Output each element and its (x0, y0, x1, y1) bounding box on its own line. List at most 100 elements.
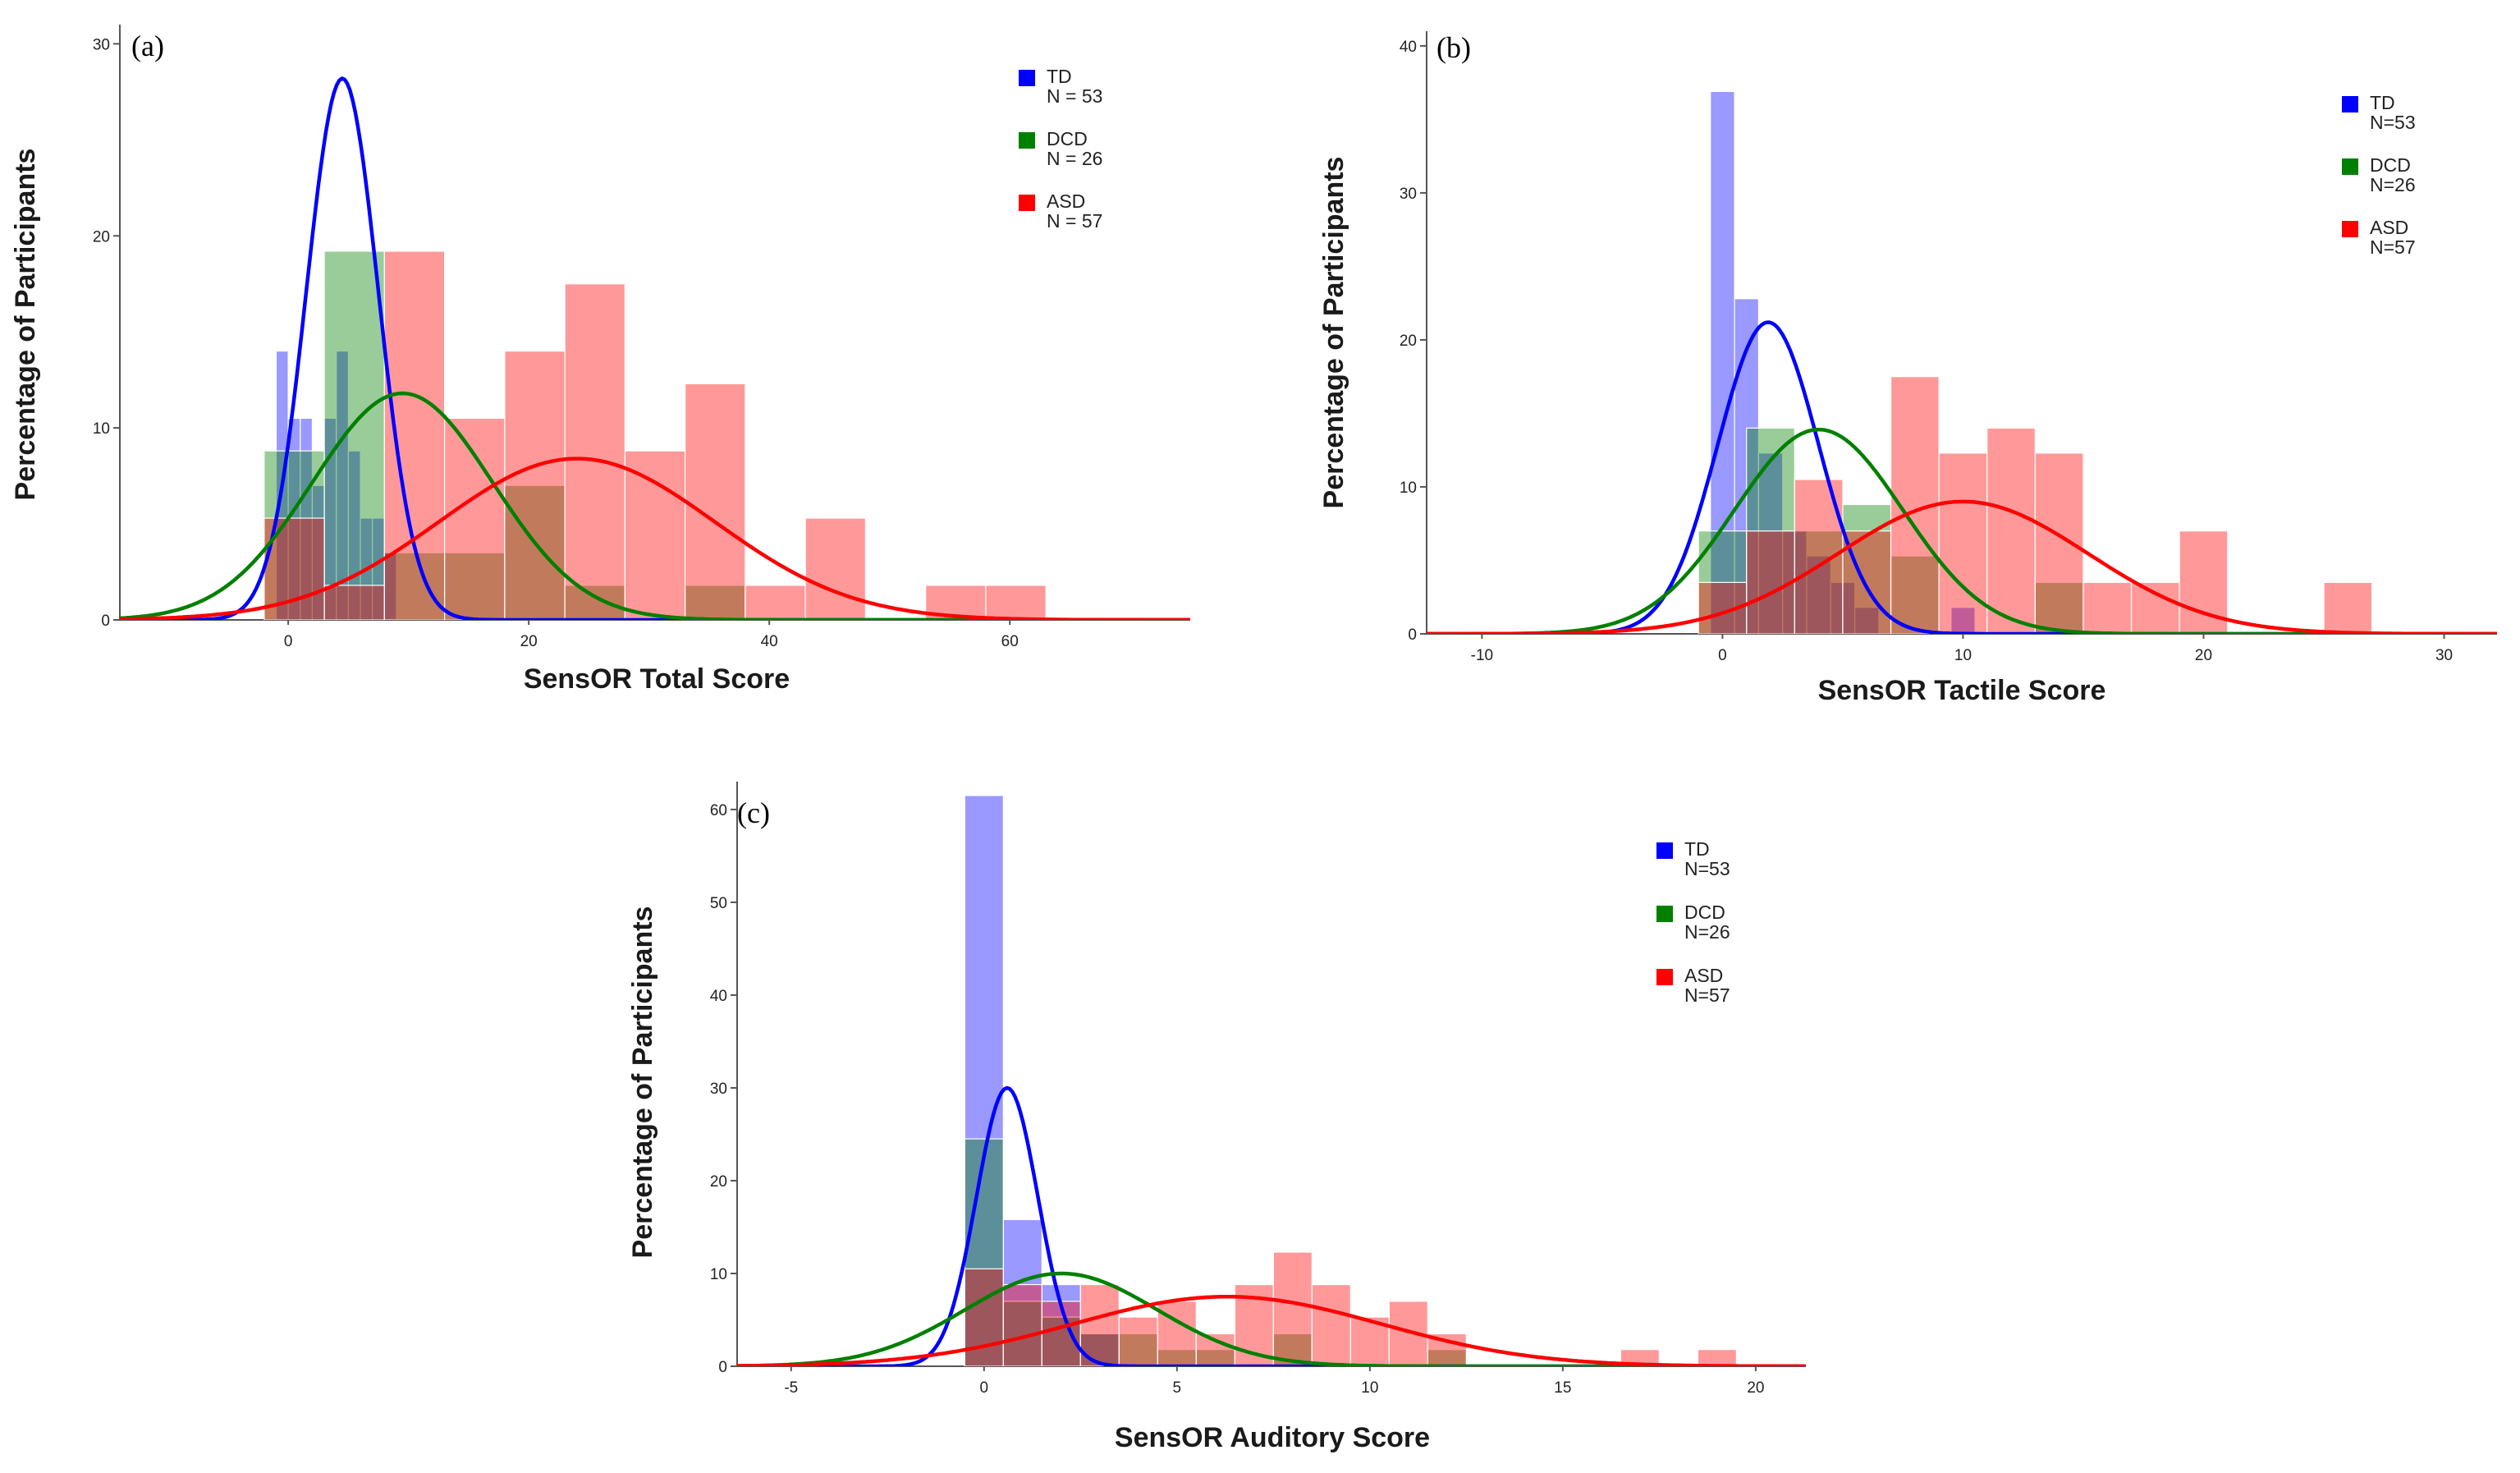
x-tick-label: 5 (1173, 1379, 1182, 1397)
chart-panel-a: 0 10 20 30 0 20 40 60 (a) SensOR Total Score Perce… (10, 25, 1190, 695)
y-tick-label: 20 (710, 1173, 727, 1191)
histogram-bar-td (1950, 607, 1976, 634)
normal-curve-dcd (120, 391, 1190, 620)
histogram-bar-asd (1697, 1349, 1737, 1366)
legend-n: N = 57 (1047, 210, 1102, 232)
histogram-bar-asd (504, 350, 566, 620)
x-tick-label: 20 (1747, 1379, 1764, 1397)
legend-swatch-td (1019, 70, 1035, 86)
histogram-bar-asd (383, 250, 446, 620)
histogram-bar-dcd (964, 1138, 1004, 1366)
x-tick-label: 60 (1001, 633, 1019, 650)
histogram-bar-asd (323, 585, 385, 620)
legend-swatch-asd (2342, 221, 2358, 237)
y-tick-label: 0 (101, 613, 110, 630)
histogram-bar-asd (964, 1268, 1004, 1366)
legend-swatch-dcd (1656, 906, 1673, 922)
legend-swatch-dcd (2342, 158, 2358, 175)
panel-label: (c) (737, 796, 770, 829)
panel-label: (a) (131, 30, 164, 62)
histogram-bar-asd (745, 585, 806, 620)
x-tick-label: 10 (1954, 647, 1972, 664)
histogram-bar-asd (564, 283, 625, 620)
y-tick-label: 10 (710, 1266, 727, 1283)
y-tick-label: 0 (1408, 626, 1417, 644)
histogram-bar-td (1854, 607, 1880, 634)
histogram-bar-asd (1272, 1251, 1313, 1366)
histogram-bar-dcd (2034, 581, 2084, 634)
normal-curve-td (120, 76, 1190, 620)
plot-area (1427, 90, 2497, 634)
legend-label: TD (2370, 92, 2395, 113)
y-tick-label: 30 (710, 1081, 727, 1098)
histogram-bar-asd (1079, 1283, 1120, 1366)
legend-n: N = 53 (1047, 85, 1102, 107)
legend-n: N=26 (2370, 174, 2416, 195)
x-axis-title: SensOR Total Score (524, 663, 790, 695)
legend-swatch-td (2342, 96, 2358, 112)
legend-item-td: TDN=53 (1656, 838, 1730, 879)
histogram-bar-td (1757, 452, 1784, 634)
histogram-bar-asd (2130, 581, 2180, 634)
histogram-bar-dcd (504, 484, 566, 620)
y-tick-label: 0 (718, 1359, 727, 1376)
legend-n: N=26 (1684, 921, 1730, 943)
legend-label: ASD (2370, 217, 2408, 238)
histogram-bar-asd (1311, 1283, 1351, 1366)
x-tick-label: 30 (2435, 647, 2453, 664)
normal-curve-asd (120, 457, 1190, 620)
legend-swatch-asd (1656, 969, 1673, 985)
x-tick-label: 0 (284, 633, 293, 650)
normal-curve-asd (1427, 499, 2497, 634)
legend-item-td: TDN=53 (2342, 92, 2416, 133)
legend-label: DCD (1684, 902, 1725, 923)
legend-n: N=57 (1684, 984, 1730, 1006)
histogram-bar-asd (2082, 581, 2133, 634)
y-tick-label: 10 (1400, 480, 1417, 497)
legend-item-td: TDN = 53 (1019, 66, 1102, 107)
histogram-bar-dcd (383, 552, 446, 620)
x-tick-label: -5 (784, 1379, 798, 1397)
normal-curve-td (737, 1085, 1806, 1366)
normal-curve-asd (737, 1294, 1806, 1366)
legend-label: DCD (1047, 128, 1088, 149)
histogram-bar-asd (1938, 452, 1988, 634)
y-tick-label: 30 (1400, 186, 1417, 203)
normal-curve-dcd (1427, 427, 2497, 634)
x-tick-label: 10 (1361, 1379, 1378, 1397)
legend-label: TD (1684, 838, 1710, 860)
legend-n: N=53 (1684, 858, 1730, 879)
x-tick-label: 15 (1554, 1379, 1571, 1397)
legend-label: ASD (1684, 965, 1723, 986)
histogram-bar-td (964, 795, 1004, 1366)
y-tick-label: 60 (710, 802, 727, 819)
histogram-bar-asd (2034, 452, 2084, 634)
x-axis-title: SensOR Tactile Score (1818, 675, 2106, 706)
y-tick-label: 50 (710, 895, 727, 912)
panel-label: (b) (1436, 31, 1471, 64)
plot-area (737, 795, 1806, 1366)
y-tick-label: 30 (93, 36, 110, 53)
y-axis-title: Percentage of Participants (10, 149, 41, 501)
histogram-bar-asd (1118, 1316, 1158, 1366)
x-axis-title: SensOR Auditory Score (1115, 1422, 1430, 1453)
legend-swatch-td (1656, 842, 1673, 859)
y-tick-label: 20 (1400, 333, 1417, 350)
y-tick-label: 10 (93, 420, 110, 438)
histogram-bar-asd (685, 383, 746, 620)
legend-n: N=53 (2370, 112, 2416, 133)
histogram-bar-asd (985, 585, 1047, 620)
legend-n: N=57 (2370, 236, 2416, 258)
histogram-bar-asd (804, 517, 867, 620)
histogram-bar-asd (624, 450, 686, 620)
plot-area (120, 76, 1190, 620)
chart-panel-c: 0 10 20 30 40 50 60 -5 0 5 10 15 20 (c) SensOR Auditor… (627, 782, 1806, 1453)
